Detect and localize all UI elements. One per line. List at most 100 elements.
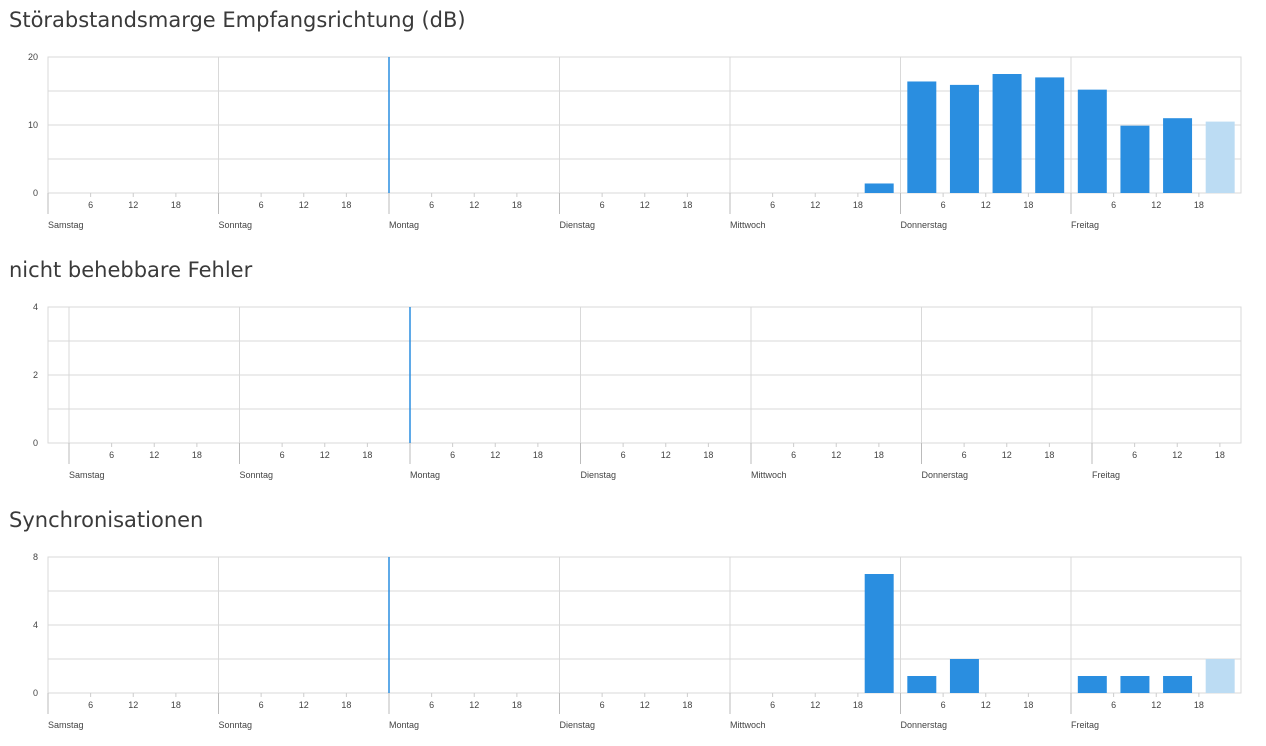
hour-label: 12 — [149, 450, 159, 460]
bar-current — [1205, 659, 1235, 693]
day-label: Donnerstag — [922, 470, 969, 480]
errors-chart: 0 2 4 Samstag 6 12 18 Sonntag 6 12 18 Montag 6 12 18 Di… — [33, 302, 1242, 480]
hour-label: 18 — [1194, 200, 1204, 210]
hour-label: 18 — [362, 450, 372, 460]
hour-label: 18 — [512, 200, 522, 210]
hour-label: 12 — [981, 700, 991, 710]
hour-label: 6 — [770, 200, 775, 210]
bar — [1035, 77, 1065, 193]
y-tick-label: 8 — [33, 552, 38, 562]
y-tick-label: 2 — [33, 370, 38, 380]
chart-panel-errors: nicht behebbare Fehler 0 2 4 Samstag 6 12 18 So… — [0, 258, 1266, 490]
hour-label: 18 — [703, 450, 713, 460]
hour-label: 18 — [512, 700, 522, 710]
day-label: Sonntag — [219, 220, 253, 230]
hour-label: 12 — [810, 200, 820, 210]
y-tick-label: 0 — [33, 688, 38, 698]
day-label: Freitag — [1071, 720, 1099, 730]
hour-label: 6 — [1132, 450, 1137, 460]
hour-label: 18 — [1215, 450, 1225, 460]
hour-label: 12 — [490, 450, 500, 460]
hour-label: 18 — [341, 200, 351, 210]
bar — [1163, 118, 1193, 193]
bar — [992, 74, 1022, 193]
hour-label: 6 — [600, 700, 605, 710]
bar — [907, 81, 937, 193]
bar — [864, 183, 894, 193]
hour-label: 18 — [874, 450, 884, 460]
y-tick-label: 0 — [33, 188, 38, 198]
chart-title: Synchronisationen — [9, 508, 204, 532]
bar — [1120, 125, 1150, 193]
hour-label: 18 — [171, 700, 181, 710]
hour-label: 6 — [962, 450, 967, 460]
hour-label: 12 — [469, 700, 479, 710]
bar — [907, 676, 937, 693]
hour-label: 18 — [853, 700, 863, 710]
hour-label: 18 — [682, 700, 692, 710]
bar — [1163, 676, 1193, 693]
hour-label: 12 — [299, 700, 309, 710]
hour-label: 12 — [981, 200, 991, 210]
day-label: Mittwoch — [730, 220, 766, 230]
bar-current — [1205, 121, 1235, 193]
bar — [1120, 676, 1150, 693]
hour-label: 18 — [533, 450, 543, 460]
day-label: Samstag — [48, 220, 84, 230]
day-label: Freitag — [1092, 470, 1120, 480]
hour-label: 6 — [770, 700, 775, 710]
day-label: Sonntag — [219, 720, 253, 730]
hour-label: 6 — [621, 450, 626, 460]
hour-label: 18 — [853, 200, 863, 210]
hour-label: 12 — [128, 700, 138, 710]
hour-label: 12 — [469, 200, 479, 210]
day-label: Samstag — [48, 720, 84, 730]
hour-label: 6 — [600, 200, 605, 210]
y-tick-label: 0 — [33, 438, 38, 448]
hour-label: 18 — [171, 200, 181, 210]
hour-label: 12 — [1172, 450, 1182, 460]
hour-label: 6 — [88, 700, 93, 710]
hour-label: 18 — [1194, 700, 1204, 710]
day-label: Donnerstag — [901, 220, 948, 230]
bar — [949, 659, 979, 693]
y-tick-label: 4 — [33, 620, 38, 630]
hour-label: 6 — [259, 700, 264, 710]
day-label: Dienstag — [581, 470, 617, 480]
hour-label: 18 — [1023, 700, 1033, 710]
hour-label: 12 — [1002, 450, 1012, 460]
hour-label: 18 — [192, 450, 202, 460]
hour-label: 6 — [429, 200, 434, 210]
day-label: Freitag — [1071, 220, 1099, 230]
hour-label: 18 — [682, 200, 692, 210]
hour-label: 6 — [1111, 700, 1116, 710]
chart-panel-snr: Störabstandsmarge Empfangsrichtung (dB) … — [0, 8, 1266, 240]
chart-title: Störabstandsmarge Empfangsrichtung (dB) — [9, 8, 466, 32]
bar — [949, 84, 979, 193]
sync-chart: 0 4 8 Samstag 6 12 18 Sonntag 6 12 18 Montag 6 12 18 Di… — [33, 552, 1242, 730]
bar — [864, 574, 894, 693]
hour-label: 6 — [88, 200, 93, 210]
day-label: Montag — [389, 220, 419, 230]
hour-label: 12 — [640, 700, 650, 710]
y-tick-label: 20 — [28, 52, 38, 62]
day-label: Mittwoch — [751, 470, 787, 480]
hour-label: 12 — [128, 200, 138, 210]
y-tick-label: 4 — [33, 302, 38, 312]
hour-label: 12 — [640, 200, 650, 210]
day-label: Samstag — [69, 470, 105, 480]
day-label: Sonntag — [240, 470, 274, 480]
hour-label: 18 — [1044, 450, 1054, 460]
hour-label: 12 — [320, 450, 330, 460]
bar — [1077, 676, 1107, 693]
hour-label: 6 — [109, 450, 114, 460]
hour-label: 6 — [450, 450, 455, 460]
day-label: Dienstag — [560, 720, 596, 730]
hour-label: 12 — [661, 450, 671, 460]
day-label: Dienstag — [560, 220, 596, 230]
hour-label: 6 — [429, 700, 434, 710]
day-label: Montag — [410, 470, 440, 480]
chart-title: nicht behebbare Fehler — [9, 258, 253, 282]
day-label: Montag — [389, 720, 419, 730]
day-label: Donnerstag — [901, 720, 948, 730]
